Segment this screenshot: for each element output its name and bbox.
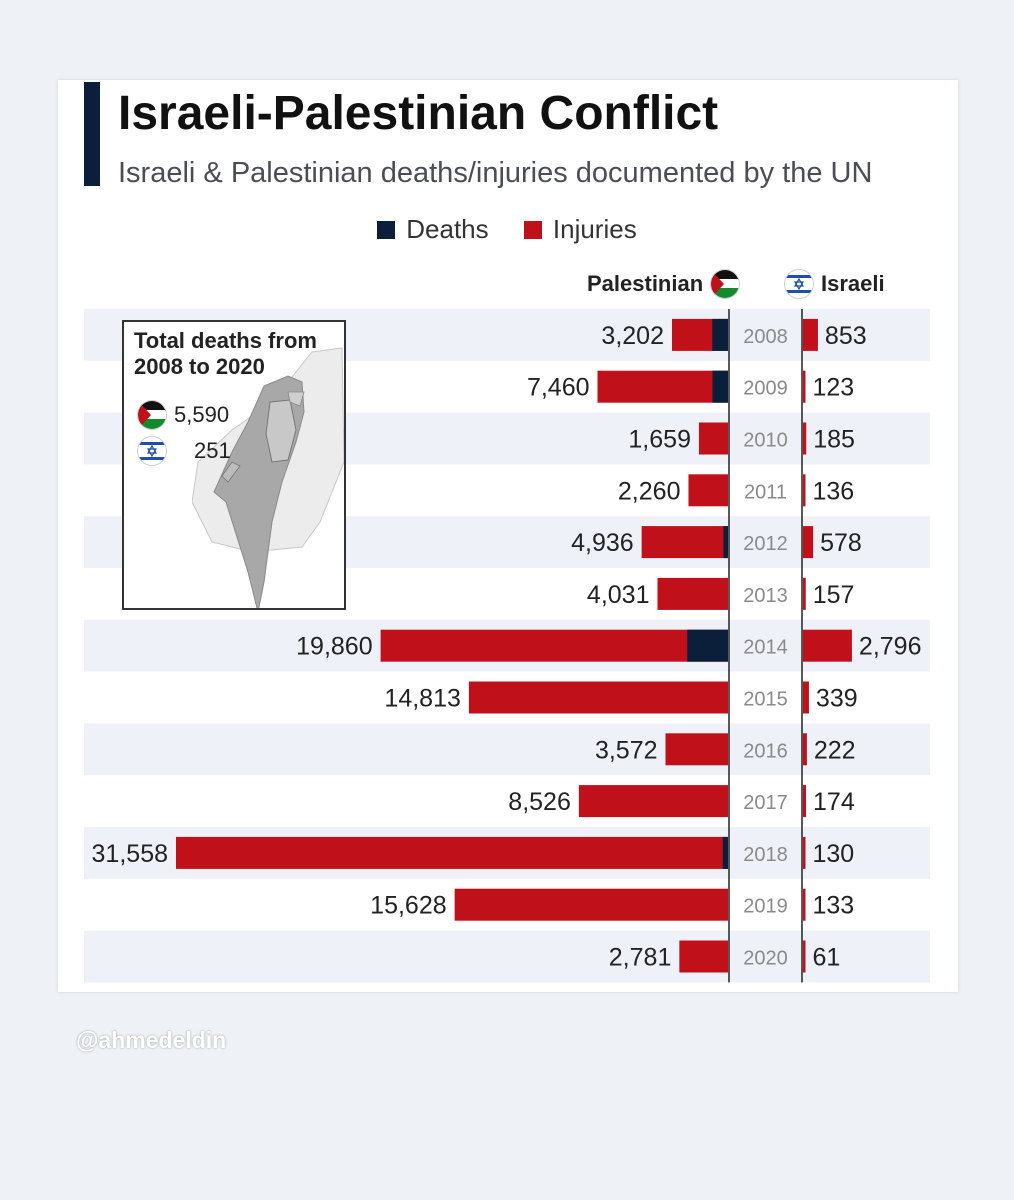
israeli-injuries-bar bbox=[803, 422, 807, 455]
year-label: 2014 bbox=[743, 637, 788, 659]
palestinian-total-row: 5,590 bbox=[138, 401, 229, 429]
palestinian-value-label: 7,460 bbox=[527, 374, 590, 402]
palestinian-value-label: 15,628 bbox=[370, 892, 446, 920]
legend-deaths: Deaths bbox=[377, 214, 489, 245]
palestinian-deaths-bar bbox=[712, 370, 728, 403]
year-label: 2017 bbox=[743, 792, 788, 814]
palestinian-header-label: Palestinian bbox=[587, 271, 704, 296]
palestinian-injuries-bar bbox=[597, 370, 728, 403]
israeli-value-label: 133 bbox=[813, 892, 855, 920]
palestinian-injuries-bar bbox=[578, 785, 728, 818]
year-label: 2016 bbox=[743, 740, 788, 762]
injuries-swatch bbox=[523, 220, 542, 239]
chart-title: Israeli-Palestinian Conflict bbox=[118, 87, 719, 140]
palestinian-value-label: 1,659 bbox=[628, 426, 691, 454]
palestine-flag-icon bbox=[711, 270, 740, 298]
year-label: 2015 bbox=[743, 689, 788, 711]
palestinian-injuries-bar bbox=[468, 681, 728, 714]
year-label: 2009 bbox=[743, 378, 788, 400]
palestinian-deaths-bar bbox=[723, 526, 728, 559]
israeli-injuries-bar bbox=[803, 888, 806, 921]
israeli-value-label: 174 bbox=[813, 788, 855, 816]
legend: Deaths Injuries bbox=[0, 214, 1014, 246]
israeli-injuries-bar bbox=[803, 629, 852, 662]
israeli-injuries-bar bbox=[803, 474, 806, 507]
legend-injuries-label: Injuries bbox=[552, 214, 637, 244]
year-label: 2020 bbox=[743, 948, 788, 970]
year-label: 2011 bbox=[744, 481, 787, 503]
palestinian-injuries-bar bbox=[698, 422, 728, 455]
legend-injuries: Injuries bbox=[523, 214, 637, 245]
israeli-value-label: 136 bbox=[813, 477, 855, 505]
palestinian-column-header: Palestinian bbox=[587, 270, 740, 298]
israeli-injuries-bar bbox=[803, 785, 807, 818]
year-label: 2013 bbox=[743, 585, 788, 607]
israeli-value-label: 157 bbox=[813, 581, 855, 609]
palestinian-injuries-bar bbox=[176, 836, 728, 869]
watermark-handle: @ahmedeldin bbox=[76, 1027, 227, 1053]
row-band bbox=[84, 723, 930, 776]
inset-title: Total deaths from 2008 to 2020 bbox=[134, 328, 317, 379]
year-label: 2012 bbox=[743, 533, 788, 555]
chart-subtitle: Israeli & Palestinian deaths/injuries do… bbox=[118, 157, 873, 189]
palestinian-value-label: 2,781 bbox=[609, 944, 672, 972]
deaths-swatch bbox=[377, 220, 396, 239]
israeli-column-header: Israeli bbox=[785, 270, 885, 298]
palestinian-injuries-bar bbox=[657, 577, 728, 610]
israeli-total-row: 251 bbox=[138, 437, 231, 465]
palestinian-deaths-bar bbox=[687, 629, 728, 662]
palestine-flag-icon bbox=[138, 401, 166, 429]
palestinian-value-label: 8,526 bbox=[508, 788, 571, 816]
israeli-injuries-bar bbox=[803, 681, 809, 714]
israeli-injuries-bar bbox=[803, 318, 818, 351]
year-label: 2018 bbox=[743, 844, 788, 866]
year-label: 2010 bbox=[743, 430, 788, 452]
israel-flag-icon bbox=[138, 437, 166, 465]
row-band bbox=[84, 930, 930, 983]
israeli-injuries-bar bbox=[803, 370, 806, 403]
palestinian-deaths-bar bbox=[712, 318, 728, 351]
palestinian-value-label: 31,558 bbox=[92, 840, 168, 868]
palestinian-deaths-bar bbox=[722, 836, 728, 869]
israel-flag-icon bbox=[785, 270, 813, 298]
israeli-value-label: 853 bbox=[825, 322, 867, 350]
palestinian-injuries-bar bbox=[641, 526, 728, 559]
palestinian-value-label: 4,936 bbox=[571, 529, 634, 557]
palestinian-injuries-bar bbox=[688, 474, 728, 507]
totals-inset: Total deaths from 2008 to 2020 5,590 251 bbox=[122, 320, 346, 610]
israeli-injuries-bar bbox=[803, 940, 806, 973]
israeli-value-label: 123 bbox=[813, 374, 855, 402]
israeli-total-value: 251 bbox=[194, 438, 231, 463]
palestinian-value-label: 2,260 bbox=[618, 477, 681, 505]
israeli-value-label: 578 bbox=[820, 529, 862, 557]
year-label: 2019 bbox=[743, 896, 788, 918]
year-label: 2008 bbox=[743, 326, 788, 348]
legend-deaths-label: Deaths bbox=[406, 214, 489, 244]
israeli-injuries-bar bbox=[803, 577, 806, 610]
palestinian-value-label: 19,860 bbox=[296, 633, 372, 661]
palestinian-injuries-bar bbox=[665, 733, 728, 766]
palestinian-injuries-bar bbox=[380, 629, 728, 662]
israeli-value-label: 222 bbox=[814, 736, 856, 764]
israeli-injuries-bar bbox=[803, 733, 807, 766]
palestinian-value-label: 4,031 bbox=[587, 581, 650, 609]
palestinian-value-label: 3,572 bbox=[595, 736, 658, 764]
israeli-injuries-bar bbox=[803, 526, 814, 559]
palestinian-injuries-bar bbox=[454, 888, 728, 921]
palestinian-total-value: 5,590 bbox=[174, 402, 230, 427]
bar-chart: 3,202 2008 853 7,460 2009 123 1,659 2010 185 2,26… bbox=[84, 309, 930, 983]
israeli-value-label: 185 bbox=[813, 426, 855, 454]
israel-palestine-map-icon bbox=[192, 347, 344, 608]
palestinian-value-label: 14,813 bbox=[384, 685, 460, 713]
title-accent-bar bbox=[84, 82, 100, 186]
israeli-value-label: 130 bbox=[813, 840, 855, 868]
palestinian-value-label: 3,202 bbox=[601, 322, 664, 350]
israeli-value-label: 2,796 bbox=[859, 633, 922, 661]
palestinian-injuries-bar bbox=[679, 940, 728, 973]
israeli-value-label: 339 bbox=[816, 685, 858, 713]
israeli-header-label: Israeli bbox=[821, 271, 885, 296]
israeli-injuries-bar bbox=[803, 836, 806, 869]
israeli-value-label: 61 bbox=[813, 944, 841, 972]
